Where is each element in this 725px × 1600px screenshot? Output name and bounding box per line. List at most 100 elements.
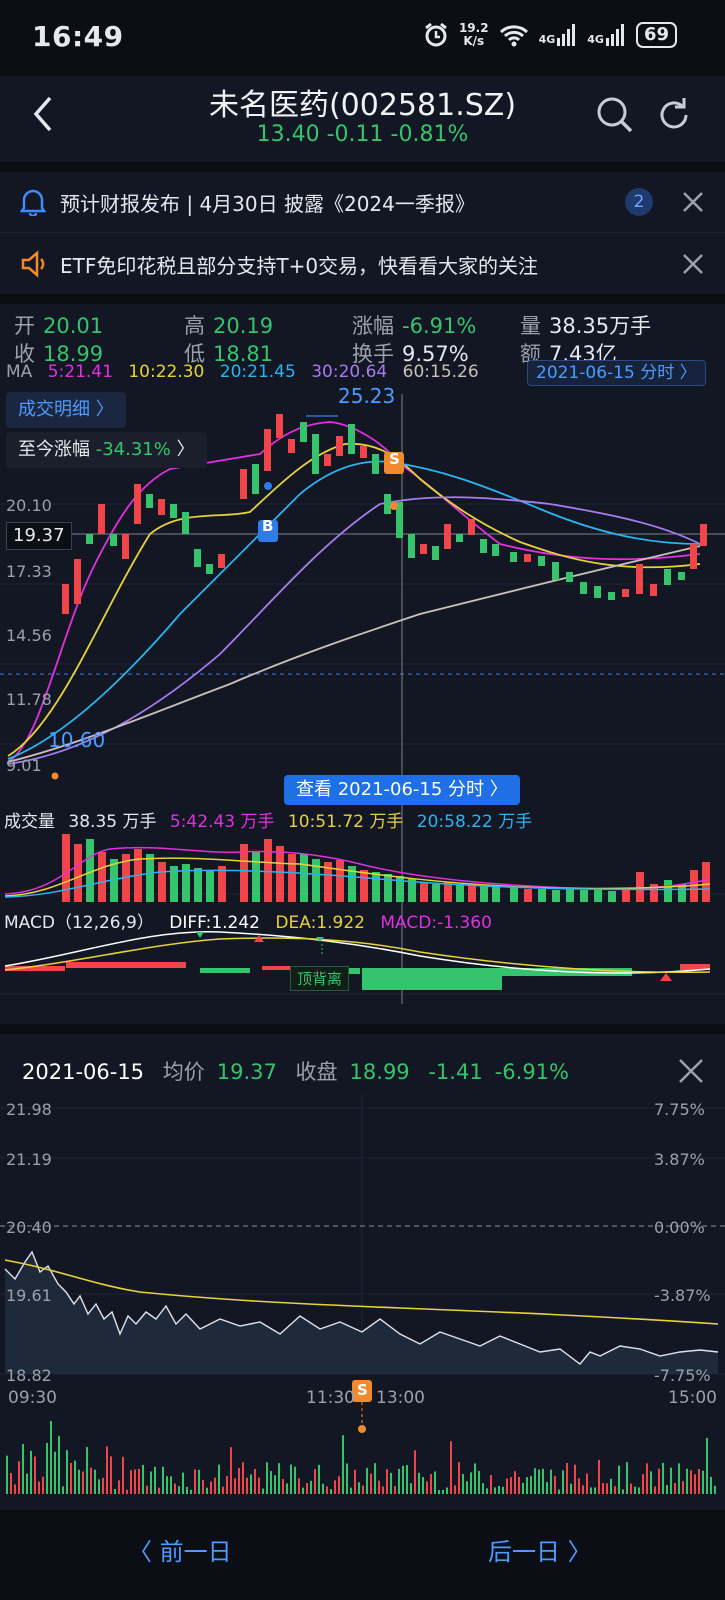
- volume-bar: [334, 1480, 336, 1494]
- volume-bar: [626, 1462, 628, 1494]
- volume-bar: [174, 1483, 176, 1494]
- signal-icon: [605, 24, 624, 46]
- volume-bar: [266, 1462, 268, 1494]
- macd-bars: [5, 962, 710, 990]
- battery-indicator: 69: [635, 22, 677, 48]
- volume-bar: [110, 1456, 112, 1494]
- etf-notice[interactable]: ETF免印花税且部分支持T+0交易，快看看大家的关注: [0, 234, 725, 294]
- volume-bar: [302, 1487, 304, 1494]
- volume-bar: [426, 1481, 428, 1494]
- candle: [622, 589, 629, 597]
- volume-bar: [350, 1487, 352, 1494]
- volume-bar: [586, 1473, 588, 1494]
- volume-bar: [534, 1468, 536, 1494]
- volume-bar: [166, 1476, 168, 1494]
- stat-turnover: 换手 9.57%: [352, 342, 469, 366]
- intraday-left-label: 21.19: [6, 1150, 52, 1169]
- earnings-notice[interactable]: 预计财报发布 | 4月30日 披露《2024一季报》 2: [0, 172, 725, 233]
- time-label: 15:00: [668, 1388, 717, 1408]
- candle: [396, 502, 403, 538]
- candle: [636, 564, 643, 594]
- stat-close: 收 18.99: [14, 342, 104, 366]
- candle: [264, 429, 271, 471]
- volume-bar: [286, 1483, 288, 1494]
- volume-bar: [130, 1470, 132, 1494]
- y-label: 9.01: [6, 756, 42, 775]
- volume-bar: [710, 1476, 712, 1494]
- candle: [276, 414, 283, 438]
- volume-bar: [258, 1477, 260, 1494]
- intraday-panel[interactable]: 2021-06-15 均价 19.37 收盘 18.99 -1.41 -6.91% S…: [0, 1034, 725, 1510]
- candle: [312, 434, 319, 474]
- volume-bar: [382, 1486, 384, 1494]
- volume-bar: [34, 1456, 36, 1494]
- back-icon[interactable]: [28, 94, 58, 134]
- alarm-icon: [425, 22, 447, 47]
- volume-bar: [486, 1488, 488, 1494]
- intraday-right-label: 7.75%: [654, 1100, 705, 1119]
- volume-bar: [310, 1480, 312, 1494]
- intraday-left-label: 19.61: [6, 1286, 52, 1305]
- view-intraday-button[interactable]: 查看 2021-06-15 分时 〉: [284, 775, 520, 805]
- wifi-icon: [499, 25, 528, 47]
- volume-bar: [506, 1478, 508, 1494]
- candle: [432, 546, 439, 560]
- since-change-button[interactable]: 至今涨幅 -34.31% 〉: [6, 432, 207, 468]
- volume-bar: [278, 1463, 280, 1494]
- next-day-button[interactable]: 后一日 〉: [488, 1538, 592, 1566]
- sell-marker: [352, 1380, 372, 1402]
- candle: [372, 454, 379, 474]
- volume-bar: [6, 1455, 8, 1494]
- volume-bar: [482, 1483, 484, 1494]
- candle: [98, 504, 105, 534]
- candle: [360, 446, 367, 458]
- volume-bar: [394, 1486, 396, 1494]
- volume-bar: [326, 1486, 328, 1494]
- volume-bar: [542, 1468, 544, 1494]
- kline-chart[interactable]: [0, 384, 725, 1024]
- volume-bar: [514, 1471, 516, 1494]
- signal-1: 4G: [539, 24, 578, 46]
- signal-2: 4G: [587, 24, 626, 46]
- volume-bar: [478, 1470, 480, 1494]
- candle: [510, 552, 517, 562]
- search-icon[interactable]: [596, 96, 634, 134]
- close-icon[interactable]: [682, 191, 704, 213]
- volume-bar: [662, 1462, 664, 1494]
- volume-bar: [26, 1473, 28, 1494]
- prev-day-button[interactable]: 〈 前一日: [128, 1538, 232, 1566]
- status-icons: 19.2 K/s 4G 4G 69: [423, 22, 677, 48]
- volume-bar: [98, 1479, 100, 1494]
- macd-legend: MACD（12,26,9） DIFF:1.242 DEA:1.922 MACD:…: [4, 913, 492, 933]
- volume-bar: [502, 1486, 504, 1494]
- volume-bar: [226, 1476, 228, 1494]
- stat-change: 涨幅 -6.91%: [352, 314, 477, 338]
- volume-bar: [490, 1475, 492, 1494]
- candle: [492, 544, 499, 556]
- candle: [122, 534, 129, 559]
- stock-header: 未名医药(002581.SZ) 13.40 -0.11 -0.81%: [0, 76, 725, 162]
- volume-bar: [158, 1487, 160, 1494]
- volume-bar: [306, 1482, 308, 1494]
- trade-detail-button[interactable]: 成交明细 〉: [6, 392, 126, 428]
- footer-nav: 〈 前一日 后一日 〉: [0, 1510, 725, 1600]
- refresh-icon[interactable]: [655, 96, 693, 134]
- candle: [650, 584, 657, 596]
- stock-quote: 13.40 -0.11 -0.81%: [256, 122, 469, 147]
- candle: [134, 484, 141, 524]
- intraday-date-pill[interactable]: 2021-06-15 分时 〉: [527, 360, 706, 386]
- close-icon[interactable]: [682, 253, 704, 275]
- y-label: 17.33: [6, 562, 52, 581]
- candle: [384, 494, 391, 514]
- volume-bar: [526, 1477, 528, 1494]
- volume-bar: [606, 1483, 608, 1494]
- intraday-chart[interactable]: [0, 1034, 725, 1510]
- ma-legend: MA 5:21.41 10:22.30 20:21.45 30:20.64 60…: [6, 362, 479, 382]
- y-label: 20.10: [6, 496, 52, 515]
- close-icon[interactable]: [678, 1058, 704, 1084]
- volume-bar: [694, 1474, 696, 1494]
- volume-bar: [374, 1463, 376, 1494]
- volume-bar: [546, 1482, 548, 1494]
- volume-bar: [338, 1476, 340, 1494]
- kline-panel[interactable]: 开 20.01 收 18.99 高 20.19 低 18.81 涨幅 -6.91% 换手 9…: [0, 304, 725, 1024]
